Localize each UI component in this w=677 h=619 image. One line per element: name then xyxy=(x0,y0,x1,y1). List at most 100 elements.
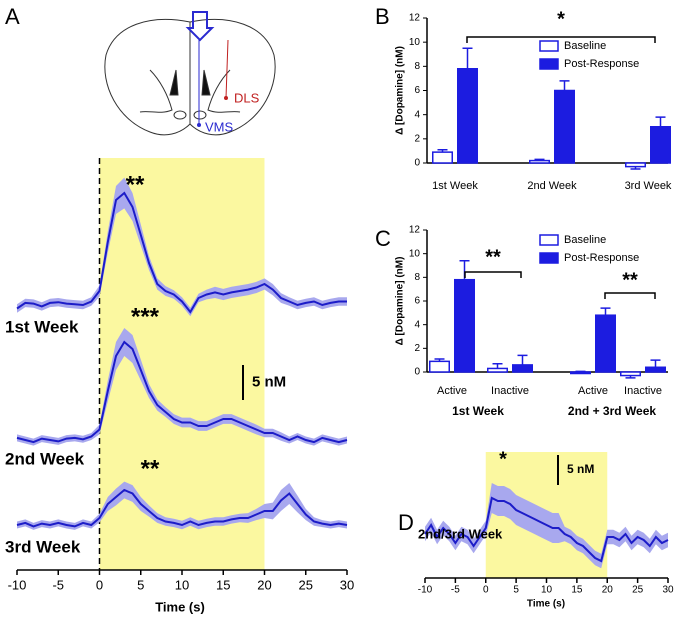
probe-track xyxy=(225,39,229,99)
x-tick-label: 30 xyxy=(662,585,674,596)
error-bar xyxy=(437,148,448,153)
probe-tip xyxy=(197,123,201,127)
bar xyxy=(432,151,453,164)
x-tick-label: -5 xyxy=(451,585,460,596)
x-tick-label: Inactive xyxy=(491,385,529,397)
bar xyxy=(620,371,641,377)
y-tick-label: 8 xyxy=(414,61,420,72)
group-label: 1st Week xyxy=(452,404,504,418)
probe-tip xyxy=(224,96,228,100)
legend-label: Baseline xyxy=(564,234,606,246)
y-axis-label: Δ [Dopamine] (nM) xyxy=(395,257,406,346)
error-bar xyxy=(517,354,528,365)
significance: ** xyxy=(126,171,145,198)
x-tick-label: Inactive xyxy=(624,385,662,397)
y-tick-label: 0 xyxy=(414,367,420,378)
bar xyxy=(645,366,666,373)
significance-bracket xyxy=(466,36,656,43)
y-tick-label: 12 xyxy=(409,225,421,236)
trace-label: 2nd/3rd Week xyxy=(418,526,503,541)
legend-label: Post-Response xyxy=(564,252,639,264)
stimulus-period xyxy=(99,158,265,570)
legend-label: Post-Response xyxy=(564,58,639,70)
y-tick-label: 6 xyxy=(414,85,420,96)
x-tick-label: 30 xyxy=(340,577,354,592)
brain-structure xyxy=(173,110,187,120)
x-tick-label: 25 xyxy=(632,585,644,596)
x-axis-label: Time (s) xyxy=(527,599,565,610)
x-tick-label: 0 xyxy=(96,577,103,592)
error-bar xyxy=(534,158,545,161)
bar xyxy=(595,314,616,373)
significance: ** xyxy=(485,246,501,268)
y-tick-label: 10 xyxy=(409,37,421,48)
significance: * xyxy=(499,448,507,470)
significance: ** xyxy=(141,455,160,482)
error-band xyxy=(17,177,347,317)
bar xyxy=(529,159,550,164)
x-tick-label: 15 xyxy=(216,577,230,592)
error-bar xyxy=(492,362,503,369)
significance-bracket xyxy=(464,271,522,278)
x-tick-label: 25 xyxy=(299,577,313,592)
x-tick-label: 20 xyxy=(602,585,614,596)
bar xyxy=(625,162,646,168)
x-tick-label: Active xyxy=(578,385,608,397)
bar xyxy=(457,68,478,164)
bar xyxy=(650,126,671,164)
trace-label: 2nd Week xyxy=(5,449,85,468)
probe-arrow xyxy=(185,11,215,42)
x-tick-label: Active xyxy=(437,385,467,397)
trace-line xyxy=(16,191,347,314)
x-tick-label: -10 xyxy=(418,585,433,596)
trace-label: 1st Week xyxy=(5,317,79,336)
legend-label: Baseline xyxy=(564,40,606,52)
error-bar xyxy=(655,116,666,127)
y-tick-label: 2 xyxy=(414,343,420,354)
significance-bracket xyxy=(604,292,656,299)
bar xyxy=(454,278,475,373)
error-bar xyxy=(575,370,586,373)
error-bar xyxy=(650,359,661,368)
x-tick-label: 5 xyxy=(137,577,144,592)
significance: * xyxy=(557,8,565,30)
y-tick-label: 6 xyxy=(414,296,420,307)
x-tick-label: 10 xyxy=(541,585,553,596)
error-bar xyxy=(625,375,636,379)
y-tick-label: 4 xyxy=(414,109,420,120)
bar xyxy=(512,364,533,373)
trace-line xyxy=(16,340,348,444)
y-tick-label: 4 xyxy=(414,319,420,330)
error-bar xyxy=(600,307,611,316)
trace-line xyxy=(16,488,348,528)
significance: ** xyxy=(622,269,638,291)
panel-label: A xyxy=(5,4,20,29)
x-tick-label: 15 xyxy=(571,585,583,596)
x-tick-label: 20 xyxy=(257,577,271,592)
x-tick-label: 0 xyxy=(483,585,489,596)
y-tick-label: 0 xyxy=(414,158,420,169)
significance: *** xyxy=(131,303,160,330)
bar xyxy=(487,367,508,373)
x-tick-label: -5 xyxy=(52,577,64,592)
panel-label: D xyxy=(398,510,414,535)
trace-line xyxy=(424,496,669,563)
panel-label: C xyxy=(375,226,391,251)
legend-swatch xyxy=(539,40,559,52)
x-tick-label: 10 xyxy=(175,577,189,592)
y-tick-label: 8 xyxy=(414,272,420,283)
bar xyxy=(554,89,575,164)
legend-swatch xyxy=(539,234,559,246)
brain-structure xyxy=(193,110,207,120)
bar xyxy=(570,371,591,375)
brain-diagram xyxy=(104,11,276,136)
error-bar xyxy=(559,80,570,91)
y-tick-label: 2 xyxy=(414,133,420,144)
scale-bar-label: 5 nM xyxy=(567,462,594,476)
y-tick-label: 10 xyxy=(409,248,421,259)
diagram-label: VMS xyxy=(205,119,234,134)
y-axis-label: Δ [Dopamine] (nM) xyxy=(395,46,406,135)
trace-label: 3rd Week xyxy=(5,537,81,556)
bar xyxy=(429,360,450,373)
